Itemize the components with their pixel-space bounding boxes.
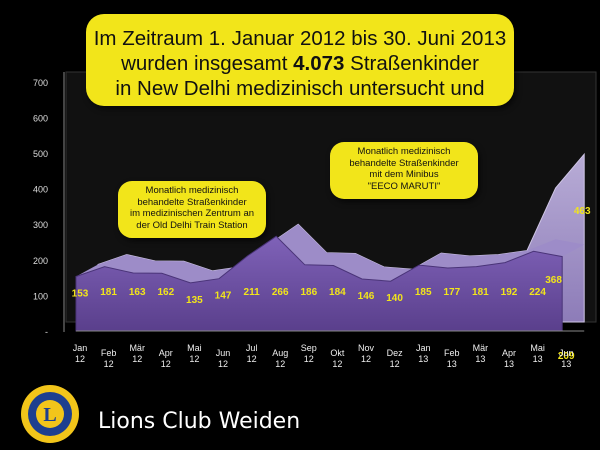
back-value-label: 463	[574, 206, 591, 217]
front-value-label: 186	[300, 287, 317, 298]
callout-left-line: im medizinischen Zentrum an	[129, 208, 255, 219]
front-value-label: 135	[186, 295, 203, 306]
front-value-label: 266	[272, 287, 289, 298]
x-tick-label: Jan 12	[73, 343, 88, 364]
y-tick-label: -	[45, 327, 48, 337]
x-tick-label: Mai 13	[530, 343, 545, 364]
x-axis: Jan 12 Feb 12 Mär 12 Apr 12 Mai 12 Jun 12 Jul 12 Aug 12…	[73, 343, 574, 369]
y-tick-label: 700	[33, 78, 48, 88]
x-tick-label: Dez 12	[387, 348, 404, 369]
x-tick-label: Jul 12	[246, 343, 258, 364]
front-value-label: 181	[100, 287, 117, 298]
club-name: Lions Club Weiden	[98, 409, 301, 434]
x-tick-label: Aug 12	[272, 348, 288, 369]
y-tick-label: 500	[33, 149, 48, 159]
front-value-label: 163	[129, 287, 146, 298]
x-tick-label: Sep 12	[301, 343, 317, 364]
y-tick-label: 200	[33, 256, 48, 266]
x-tick-label: Jun 12	[216, 348, 231, 369]
x-tick-label: Mai 12	[187, 343, 202, 364]
front-value-label: 192	[501, 287, 518, 298]
front-value-label: 146	[358, 291, 375, 302]
svg-text:L: L	[43, 404, 56, 426]
front-value-label: 153	[72, 289, 89, 300]
callout-right-line: Monatlich medizinisch	[357, 146, 451, 157]
front-value-label: 211	[244, 287, 261, 298]
x-tick-label: Nov 12	[358, 343, 375, 364]
front-value-label: 224	[529, 287, 546, 298]
callout-left-line: der Old Delhi Train Station	[136, 219, 248, 231]
headline-line3: in New Delhi medizinisch untersucht und	[115, 77, 485, 100]
callout-right-line: behandelte Straßenkinder	[349, 157, 459, 169]
headline-total: 4.073	[293, 52, 345, 75]
front-value-label: 177	[443, 287, 460, 298]
callout-train-station: Monatlich medizinisch behandelte Straßen…	[118, 181, 266, 238]
x-tick-label: Jan 13	[416, 343, 431, 364]
front-value-label: 181	[472, 287, 489, 298]
y-tick-label: 100	[33, 291, 48, 301]
headline-line2: wurden insgesamt 4.073 Straßenkinder	[86, 51, 514, 76]
front-value-label: 147	[215, 291, 232, 302]
front-value-label: 185	[415, 287, 432, 298]
x-tick-label: Okt 12	[330, 348, 345, 369]
front-series-top-face	[76, 224, 585, 283]
x-tick-label: Mär 13	[473, 343, 489, 364]
x-tick-label: Feb 13	[444, 348, 460, 369]
headline-line1: Im Zeitraum 1. Januar 2012 bis 30. Juni …	[93, 27, 507, 50]
callout-minibus: Monatlich medizinisch behandelte Straßen…	[330, 142, 478, 199]
callout-right-line: "EECO MARUTI"	[367, 180, 441, 192]
back-value-label: 368	[545, 275, 562, 286]
callout-left-line: behandelte Straßenkinder	[137, 196, 247, 208]
x-tick-label: Apr 13	[502, 348, 516, 369]
front-series-area	[75, 235, 563, 332]
headline-line2-post: Straßenkinder	[344, 52, 479, 75]
front-value-label: 209	[558, 351, 575, 362]
x-tick-label: Jun 13	[559, 348, 574, 369]
lions-logo: L	[21, 385, 79, 443]
front-value-label: 162	[157, 287, 174, 298]
x-tick-label: Apr 12	[159, 348, 173, 369]
x-tick-label: Mär 12	[129, 343, 145, 364]
front-value-label: 184	[329, 287, 346, 298]
y-tick-label: 300	[33, 220, 48, 230]
headline-box: Im Zeitraum 1. Januar 2012 bis 30. Juni …	[86, 14, 514, 106]
front-value-label: 140	[386, 293, 403, 304]
data-labels: 153 181 163 162 135 147 211 266 186 184 146 140 185 1…	[72, 206, 591, 362]
callout-right-line: mit dem Minibus	[369, 169, 439, 180]
front-series	[75, 235, 585, 332]
headline-line2-pre: wurden insgesamt	[121, 52, 294, 75]
y-axis: - 100 200 300 400 500 600 700	[33, 72, 65, 337]
x-tick-label: Feb 12	[101, 348, 117, 369]
callout-left-line: Monatlich medizinisch	[145, 185, 239, 196]
y-tick-label: 400	[33, 185, 48, 195]
y-tick-label: 600	[33, 113, 48, 123]
